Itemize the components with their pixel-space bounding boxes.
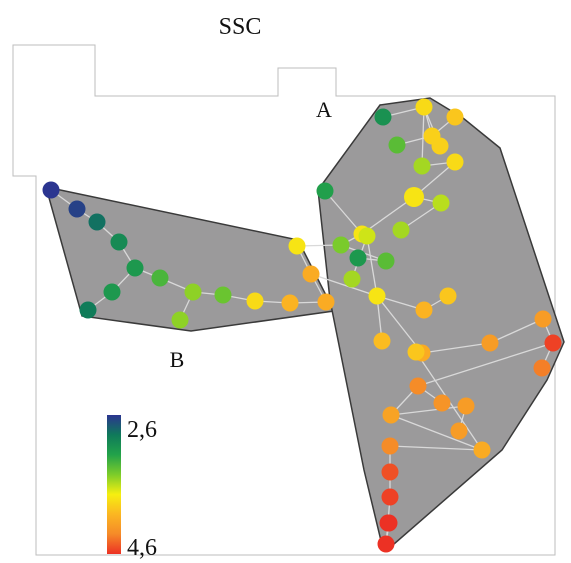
network-nodes bbox=[42, 98, 562, 553]
network-node-a24 bbox=[481, 334, 499, 352]
network-node-a16 bbox=[377, 252, 395, 270]
network-node-a36 bbox=[381, 463, 399, 481]
title-label: SSC bbox=[219, 14, 262, 40]
network-node-b8 bbox=[103, 283, 121, 301]
network-node-b11 bbox=[246, 292, 264, 310]
network-node-a32 bbox=[450, 422, 468, 440]
network-node-a40 bbox=[380, 514, 398, 532]
network-node-a29 bbox=[433, 394, 451, 412]
network-node-b14 bbox=[302, 265, 320, 283]
network-edge bbox=[421, 106, 425, 167]
network-node-a27 bbox=[533, 359, 551, 377]
network-node-a5 bbox=[388, 136, 406, 154]
network-node-a12 bbox=[392, 221, 410, 239]
network-edge bbox=[489, 318, 544, 344]
network-node-a39 bbox=[377, 535, 395, 553]
network-node-b3 bbox=[88, 213, 106, 231]
network-edge bbox=[324, 190, 363, 235]
network-node-b1 bbox=[42, 181, 60, 199]
network-node-b13 bbox=[317, 293, 335, 311]
network-node-a30 bbox=[382, 406, 400, 424]
region-a-polygon bbox=[317, 97, 565, 553]
network-node-b6 bbox=[151, 269, 169, 287]
network-edge bbox=[417, 342, 554, 387]
network-edge bbox=[389, 445, 483, 451]
network-node-a21 bbox=[439, 287, 457, 305]
network-node-b9 bbox=[79, 301, 97, 319]
network-node-b16 bbox=[171, 311, 189, 329]
region-a-label: A bbox=[316, 97, 332, 122]
colorbar-max-label: 4,6 bbox=[127, 535, 157, 561]
network-node-a22 bbox=[373, 332, 391, 350]
network-node-b15 bbox=[288, 237, 306, 255]
network-node-a15 bbox=[349, 249, 367, 267]
site-outline bbox=[12, 44, 556, 556]
network-edge bbox=[390, 414, 483, 451]
network-node-a10 bbox=[404, 187, 424, 207]
network-node-a2 bbox=[415, 98, 433, 116]
network-edge bbox=[310, 273, 378, 297]
network-node-a14 bbox=[332, 236, 350, 254]
network-node-a7 bbox=[413, 157, 431, 175]
network-edge bbox=[361, 196, 415, 235]
network-node-a17 bbox=[343, 270, 361, 288]
colorbar bbox=[107, 415, 121, 554]
network-node-b7 bbox=[184, 283, 202, 301]
network-node-a28 bbox=[409, 377, 427, 395]
network-node-a11 bbox=[432, 194, 450, 212]
network-edge bbox=[366, 235, 378, 297]
network-node-a9 bbox=[316, 182, 334, 200]
network-node-a33 bbox=[473, 441, 491, 459]
network-node-a35 bbox=[381, 437, 399, 455]
network-node-a6 bbox=[431, 137, 449, 155]
network-node-b12 bbox=[281, 294, 299, 312]
colorbar-min-label: 2,6 bbox=[127, 417, 157, 443]
network-node-b4 bbox=[110, 233, 128, 251]
network-edge bbox=[421, 342, 491, 354]
network-node-b10 bbox=[214, 286, 232, 304]
network-node-a34 bbox=[407, 343, 425, 361]
network-node-a1 bbox=[374, 108, 392, 126]
network-node-a4 bbox=[446, 108, 464, 126]
network-node-b2 bbox=[68, 200, 86, 218]
network-node-a37 bbox=[381, 488, 399, 506]
network-node-a8 bbox=[446, 153, 464, 171]
network-node-a25 bbox=[534, 310, 552, 328]
network-node-a26 bbox=[544, 334, 562, 352]
network-node-b5 bbox=[126, 259, 144, 277]
network-node-a19 bbox=[358, 227, 376, 245]
network-edge bbox=[376, 295, 423, 354]
network-node-a20 bbox=[415, 301, 433, 319]
region-b-label: B bbox=[170, 347, 185, 372]
network-node-a31 bbox=[457, 397, 475, 415]
network-node-a18 bbox=[368, 287, 386, 305]
